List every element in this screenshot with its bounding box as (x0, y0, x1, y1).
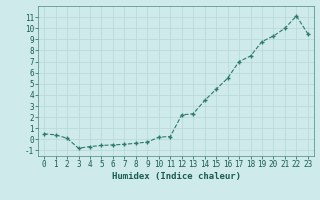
X-axis label: Humidex (Indice chaleur): Humidex (Indice chaleur) (111, 172, 241, 181)
